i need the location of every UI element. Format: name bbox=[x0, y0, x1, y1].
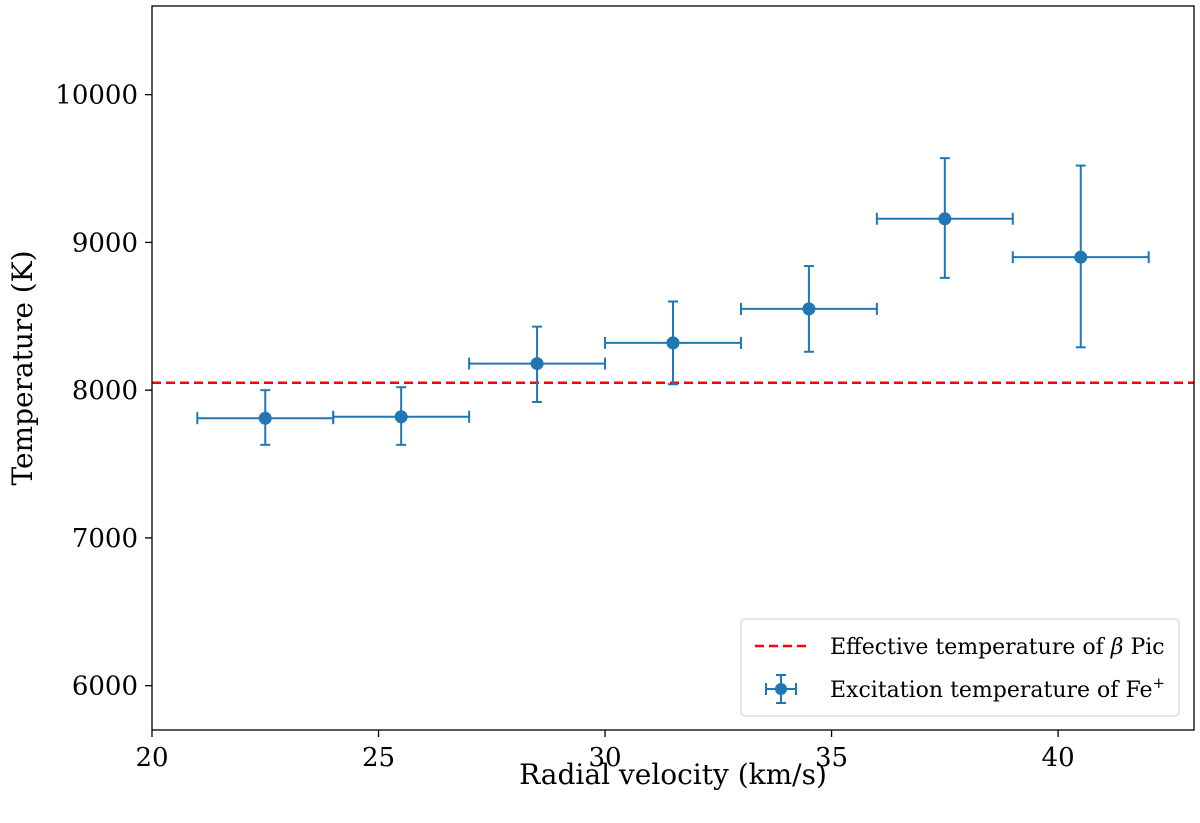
legend-series-text: Excitation temperature of Fe bbox=[830, 678, 1153, 703]
y-tick-label: 6000 bbox=[72, 672, 138, 702]
x-tick-label: 30 bbox=[588, 743, 621, 773]
data-marks bbox=[152, 157, 1194, 446]
x-tick-label: 40 bbox=[1042, 743, 1075, 773]
point-marker bbox=[530, 357, 544, 371]
x-tick-label: 25 bbox=[362, 743, 395, 773]
point-marker bbox=[938, 212, 952, 226]
legend-box bbox=[740, 618, 1180, 717]
point-marker bbox=[1074, 250, 1088, 264]
y-axis-label: Temperature (K) bbox=[6, 250, 39, 485]
data-point bbox=[604, 300, 742, 386]
data-point bbox=[739, 265, 878, 353]
y-tick-label: 7000 bbox=[72, 524, 138, 554]
legend-reference-label: Effective temperature of β Pic bbox=[830, 635, 1165, 660]
legend-point-marker bbox=[765, 674, 797, 704]
legend-series-label: Excitation temperature of Fe+ bbox=[830, 674, 1165, 703]
legend: Effective temperature of β Pic Excitatio… bbox=[740, 618, 1180, 717]
data-point bbox=[875, 157, 1014, 279]
legend-reference-text: Effective temperature of bbox=[830, 635, 1106, 660]
x-tick-label: 20 bbox=[135, 743, 168, 773]
y-tick-label: 9000 bbox=[72, 228, 138, 258]
data-point bbox=[332, 386, 471, 446]
axis-ticks: 20 25 30 35 40 6000 7000 8000 9000 10000 bbox=[55, 81, 1074, 773]
legend-reference-suffix: Pic bbox=[1130, 635, 1164, 660]
data-point bbox=[468, 325, 607, 403]
legend-marker-dot bbox=[775, 683, 787, 695]
y-tick-label: 10000 bbox=[55, 81, 138, 111]
legend-reference-symbol: β bbox=[1110, 635, 1124, 660]
legend-series-superscript: + bbox=[1153, 674, 1166, 692]
y-tick-label: 8000 bbox=[72, 376, 138, 406]
data-point bbox=[196, 389, 335, 446]
point-marker bbox=[258, 411, 272, 425]
point-marker bbox=[666, 336, 680, 350]
point-marker bbox=[394, 410, 408, 424]
point-marker bbox=[802, 302, 816, 316]
x-axis-label: Radial velocity (km/s) bbox=[519, 758, 827, 791]
plot-frame bbox=[151, 5, 1195, 731]
data-point bbox=[1011, 164, 1150, 349]
x-tick-label: 35 bbox=[815, 743, 848, 773]
